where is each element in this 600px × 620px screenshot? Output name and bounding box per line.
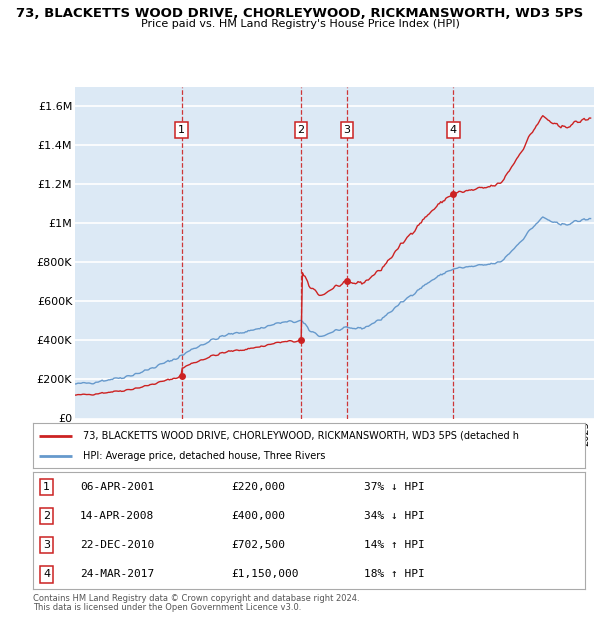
Text: 24-MAR-2017: 24-MAR-2017 <box>80 569 154 580</box>
Text: 22-DEC-2010: 22-DEC-2010 <box>80 540 154 551</box>
Text: £1,150,000: £1,150,000 <box>232 569 299 580</box>
Text: 18% ↑ HPI: 18% ↑ HPI <box>364 569 425 580</box>
Text: 4: 4 <box>43 569 50 580</box>
Text: HPI: Average price, detached house, Three Rivers: HPI: Average price, detached house, Thre… <box>83 451 325 461</box>
Text: Price paid vs. HM Land Registry's House Price Index (HPI): Price paid vs. HM Land Registry's House … <box>140 19 460 29</box>
Text: 2: 2 <box>298 125 305 135</box>
Text: 1: 1 <box>178 125 185 135</box>
Text: 2: 2 <box>43 511 50 521</box>
Text: 34% ↓ HPI: 34% ↓ HPI <box>364 511 425 521</box>
Text: 1: 1 <box>43 482 50 492</box>
Text: Contains HM Land Registry data © Crown copyright and database right 2024.: Contains HM Land Registry data © Crown c… <box>33 594 359 603</box>
Text: 06-APR-2001: 06-APR-2001 <box>80 482 154 492</box>
Text: £702,500: £702,500 <box>232 540 286 551</box>
Text: 4: 4 <box>450 125 457 135</box>
Text: 3: 3 <box>43 540 50 551</box>
Text: 3: 3 <box>343 125 350 135</box>
Text: 73, BLACKETTS WOOD DRIVE, CHORLEYWOOD, RICKMANSWORTH, WD3 5PS: 73, BLACKETTS WOOD DRIVE, CHORLEYWOOD, R… <box>16 7 584 20</box>
Text: £400,000: £400,000 <box>232 511 286 521</box>
Text: 73, BLACKETTS WOOD DRIVE, CHORLEYWOOD, RICKMANSWORTH, WD3 5PS (detached h: 73, BLACKETTS WOOD DRIVE, CHORLEYWOOD, R… <box>83 430 518 441</box>
Text: 37% ↓ HPI: 37% ↓ HPI <box>364 482 425 492</box>
Text: 14-APR-2008: 14-APR-2008 <box>80 511 154 521</box>
Text: 14% ↑ HPI: 14% ↑ HPI <box>364 540 425 551</box>
Text: £220,000: £220,000 <box>232 482 286 492</box>
Text: This data is licensed under the Open Government Licence v3.0.: This data is licensed under the Open Gov… <box>33 603 301 612</box>
